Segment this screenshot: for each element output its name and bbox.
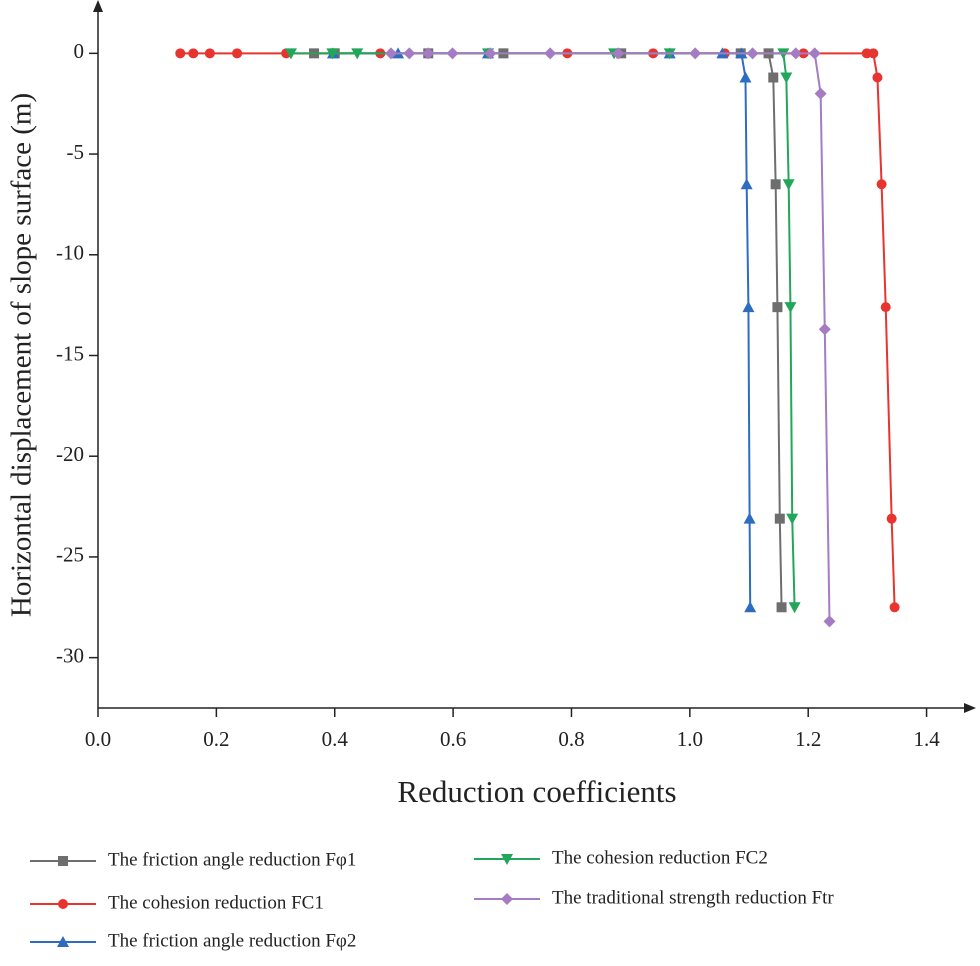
y-tick-label: -20 bbox=[56, 442, 84, 466]
point bbox=[188, 48, 199, 59]
x-tick-label: 1.2 bbox=[795, 727, 821, 751]
point bbox=[770, 179, 781, 190]
point bbox=[544, 47, 557, 60]
point bbox=[768, 72, 779, 83]
point bbox=[740, 178, 753, 190]
x-tick-label: 0.4 bbox=[322, 727, 349, 751]
point bbox=[876, 179, 887, 190]
legend-marker bbox=[501, 854, 513, 865]
legend-marker bbox=[58, 899, 68, 909]
point bbox=[868, 48, 879, 59]
series-line bbox=[314, 52, 783, 608]
x-tick-label: 0.6 bbox=[440, 727, 466, 751]
point bbox=[889, 602, 900, 613]
x-tick-label: 1.0 bbox=[677, 727, 703, 751]
point bbox=[772, 302, 783, 313]
point bbox=[886, 513, 897, 524]
legend-marker bbox=[58, 856, 68, 866]
point bbox=[784, 302, 797, 314]
point bbox=[446, 47, 459, 60]
point bbox=[351, 48, 364, 60]
y-axis-label: Horizontal displacement of slope surface… bbox=[6, 93, 38, 617]
point bbox=[422, 47, 435, 60]
point bbox=[284, 48, 297, 60]
y-tick-label: -5 bbox=[67, 140, 85, 164]
y-tick-label: -25 bbox=[56, 543, 84, 567]
point bbox=[232, 48, 243, 59]
legend-label: The traditional strength reduction Ftr bbox=[552, 887, 834, 908]
point bbox=[823, 615, 836, 628]
x-tick-label: 0.2 bbox=[203, 727, 229, 751]
y-tick-label: -15 bbox=[56, 341, 84, 365]
x-tick-label: 0.8 bbox=[558, 727, 584, 751]
legend-label: The friction angle reduction Fφ2 bbox=[108, 930, 356, 951]
y-tick-label: -10 bbox=[56, 241, 84, 265]
point bbox=[743, 512, 756, 524]
x-axis-arrow bbox=[964, 703, 976, 713]
point bbox=[808, 47, 821, 60]
point bbox=[384, 47, 397, 60]
point bbox=[880, 302, 891, 313]
point bbox=[788, 602, 801, 614]
point bbox=[484, 47, 497, 60]
point bbox=[326, 48, 339, 60]
point bbox=[786, 513, 799, 525]
series-line bbox=[290, 52, 796, 608]
point bbox=[739, 71, 752, 83]
point bbox=[746, 47, 759, 60]
point bbox=[744, 601, 757, 613]
legend-marker bbox=[501, 893, 513, 905]
point bbox=[780, 72, 793, 84]
point bbox=[689, 47, 702, 60]
point bbox=[818, 323, 831, 336]
point bbox=[776, 602, 787, 613]
series-line bbox=[390, 52, 831, 622]
x-tick-label: 0.0 bbox=[85, 727, 111, 751]
point bbox=[872, 72, 883, 83]
point bbox=[612, 47, 625, 60]
point bbox=[814, 87, 827, 100]
legend-label: The cohesion reduction FC2 bbox=[552, 847, 768, 868]
point bbox=[774, 513, 785, 524]
legend-label: The cohesion reduction FC1 bbox=[108, 892, 324, 913]
point bbox=[782, 179, 795, 191]
point bbox=[403, 47, 416, 60]
legend-label: The friction angle reduction Fφ1 bbox=[108, 849, 356, 870]
y-axis-arrow bbox=[93, 0, 103, 12]
legend-marker bbox=[57, 936, 69, 947]
point bbox=[175, 48, 186, 59]
x-axis-label: Reduction coefficients bbox=[397, 774, 676, 809]
point bbox=[204, 48, 215, 59]
y-tick-label: -30 bbox=[56, 643, 84, 667]
y-tick-label: 0 bbox=[74, 39, 85, 63]
x-tick-label: 1.4 bbox=[913, 727, 940, 751]
series-line bbox=[332, 52, 752, 608]
point bbox=[789, 47, 802, 60]
point bbox=[742, 301, 755, 313]
